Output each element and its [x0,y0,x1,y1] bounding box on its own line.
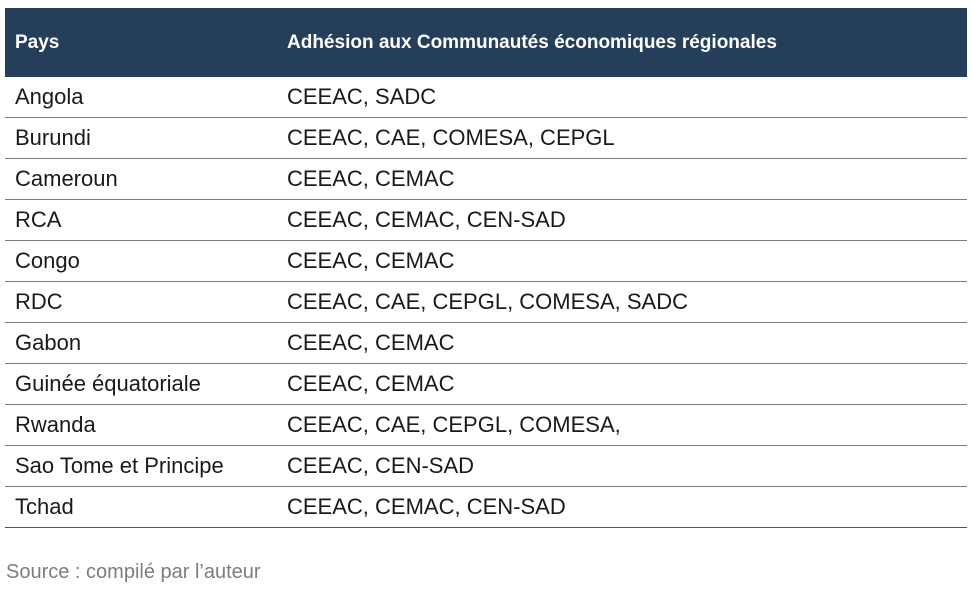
membership-cell: CEEAC, CEMAC, CEN-SAD [277,486,967,528]
country-cell: Guinée équatoriale [5,363,277,405]
country-cell: RDC [5,281,277,323]
membership-cell: CEEAC, CEMAC [277,322,967,364]
country-cell: Angola [5,77,277,118]
membership-cell: CEEAC, SADC [277,77,967,118]
table-row: Cameroun CEEAC, CEMAC [5,158,967,200]
country-cell: Cameroun [5,158,277,200]
table-row: Angola CEEAC, SADC [5,77,967,118]
membership-cell: CEEAC, CEN-SAD [277,445,967,487]
membership-cell: CEEAC, CAE, CEPGL, COMESA, [277,404,967,446]
membership-cell: CEEAC, CAE, COMESA, CEPGL [277,117,967,159]
country-cell: Rwanda [5,404,277,446]
header-row: Pays Adhésion aux Communautés économique… [5,8,967,77]
table-row: Tchad CEEAC, CEMAC, CEN-SAD [5,486,967,528]
membership-cell: CEEAC, CAE, CEPGL, COMESA, SADC [277,281,967,323]
country-cell: Burundi [5,117,277,159]
country-cell: Sao Tome et Principe [5,445,277,487]
header-country: Pays [5,8,277,77]
table-body: Angola CEEAC, SADC Burundi CEEAC, CAE, COME… [5,77,967,528]
header-membership: Adhésion aux Communautés économiques rég… [277,8,967,77]
membership-cell: CEEAC, CEMAC [277,363,967,405]
country-cell: Tchad [5,486,277,528]
table-row: Gabon CEEAC, CEMAC [5,322,967,364]
table-row: Guinée équatoriale CEEAC, CEMAC [5,363,967,405]
table-row: Congo CEEAC, CEMAC [5,240,967,282]
table-row: Sao Tome et Principe CEEAC, CEN-SAD [5,445,967,487]
source-note: Source : compilé par l’auteur [6,561,261,583]
membership-cell: CEEAC, CEMAC [277,240,967,282]
rec-membership-table-container: Pays Adhésion aux Communautés économique… [5,8,967,528]
table-row: Burundi CEEAC, CAE, COMESA, CEPGL [5,117,967,159]
membership-cell: CEEAC, CEMAC, CEN-SAD [277,199,967,241]
country-cell: Gabon [5,322,277,364]
rec-membership-table: Pays Adhésion aux Communautés économique… [5,8,967,528]
country-cell: Congo [5,240,277,282]
table-row: RDC CEEAC, CAE, CEPGL, COMESA, SADC [5,281,967,323]
country-cell: RCA [5,199,277,241]
table-row: Rwanda CEEAC, CAE, CEPGL, COMESA, [5,404,967,446]
membership-cell: CEEAC, CEMAC [277,158,967,200]
table-row: RCA CEEAC, CEMAC, CEN-SAD [5,199,967,241]
table-header: Pays Adhésion aux Communautés économique… [5,8,967,77]
